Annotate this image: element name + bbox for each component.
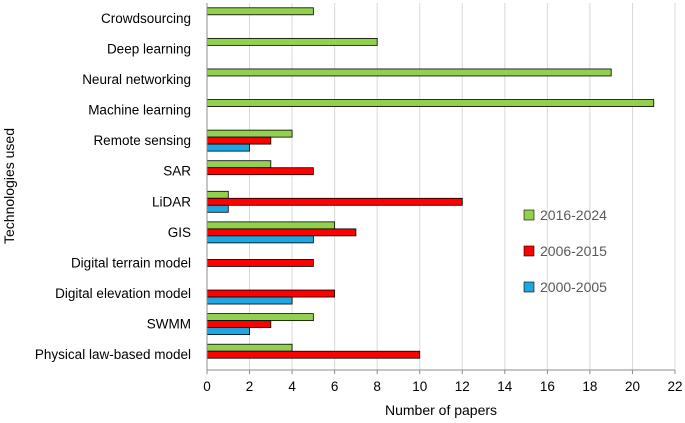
x-tick-label: 22 (667, 379, 682, 394)
x-axis-title: Number of papers (385, 402, 497, 418)
category-label: SWMM (147, 317, 191, 332)
bar-2016-2024 (206, 7, 314, 16)
x-tick-labels: 0 2 4 6 8 10 12 14 16 18 20 22 (203, 370, 683, 394)
x-tick-label: 12 (455, 379, 470, 394)
category-label: LiDAR (152, 194, 191, 209)
bar-2016-2024 (206, 343, 293, 352)
bar-2006-2015 (206, 350, 421, 359)
category-labels: Crowdsourcing Deep learning Neural network… (35, 11, 191, 362)
x-tick-label: 2 (246, 379, 254, 394)
category-label: Neural networking (82, 72, 191, 87)
category-label: Physical law-based model (35, 347, 191, 362)
x-tick-label: 10 (412, 379, 427, 394)
bars (206, 7, 655, 359)
bar-2016-2024 (206, 68, 612, 77)
legend-swatch (523, 281, 535, 293)
category-label: SAR (163, 164, 191, 179)
legend-swatch (523, 245, 535, 257)
category-label: Digital terrain model (71, 255, 191, 270)
x-tick-label: 4 (288, 379, 296, 394)
bar-2016-2024 (206, 99, 655, 107)
bar-2016-2024 (206, 129, 293, 138)
category-label: GIS (168, 225, 191, 240)
legend-label: 2006-2015 (540, 243, 607, 259)
x-tick-label: 6 (331, 379, 339, 394)
x-tick-label: 16 (540, 379, 555, 394)
bar-2016-2024 (206, 37, 378, 46)
bar-2006-2015 (206, 320, 272, 329)
bar-2006-2015 (206, 259, 314, 267)
x-tick-label: 14 (497, 379, 513, 394)
bar-2006-2015 (206, 197, 463, 206)
bar-2000-2005 (206, 204, 229, 213)
legend: 2016-2024 2006-2015 2000-2005 (523, 207, 607, 295)
gridlines (249, 3, 676, 370)
bar-2006-2015 (206, 167, 314, 176)
bar-2016-2024 (206, 190, 229, 199)
bar-2006-2015 (206, 228, 357, 237)
x-tick-label: 18 (582, 379, 597, 394)
bar-2016-2024 (206, 160, 272, 169)
legend-label: 2016-2024 (540, 207, 607, 223)
bar-2000-2005 (206, 235, 314, 244)
category-label: Machine learning (88, 103, 191, 118)
bar-2016-2024 (206, 313, 314, 322)
category-label: Crowdsourcing (101, 11, 191, 26)
bar-2006-2015 (206, 136, 272, 145)
bar-2000-2005 (206, 143, 250, 152)
legend-swatch (523, 209, 535, 221)
x-tick-label: 20 (625, 379, 640, 394)
y-axis-title: Technologies used (1, 128, 17, 244)
bar-2000-2005 (206, 327, 250, 336)
legend-label: 2000-2005 (540, 279, 607, 295)
category-label: Deep learning (107, 41, 191, 56)
x-tick-label: 8 (373, 379, 381, 394)
bar-2000-2005 (206, 296, 293, 305)
category-label: Remote sensing (93, 133, 191, 148)
axes (206, 3, 675, 371)
bar-2006-2015 (206, 289, 336, 298)
bar-2016-2024 (206, 221, 336, 230)
x-tick-label: 0 (203, 379, 211, 394)
category-label: Digital elevation model (55, 286, 191, 301)
